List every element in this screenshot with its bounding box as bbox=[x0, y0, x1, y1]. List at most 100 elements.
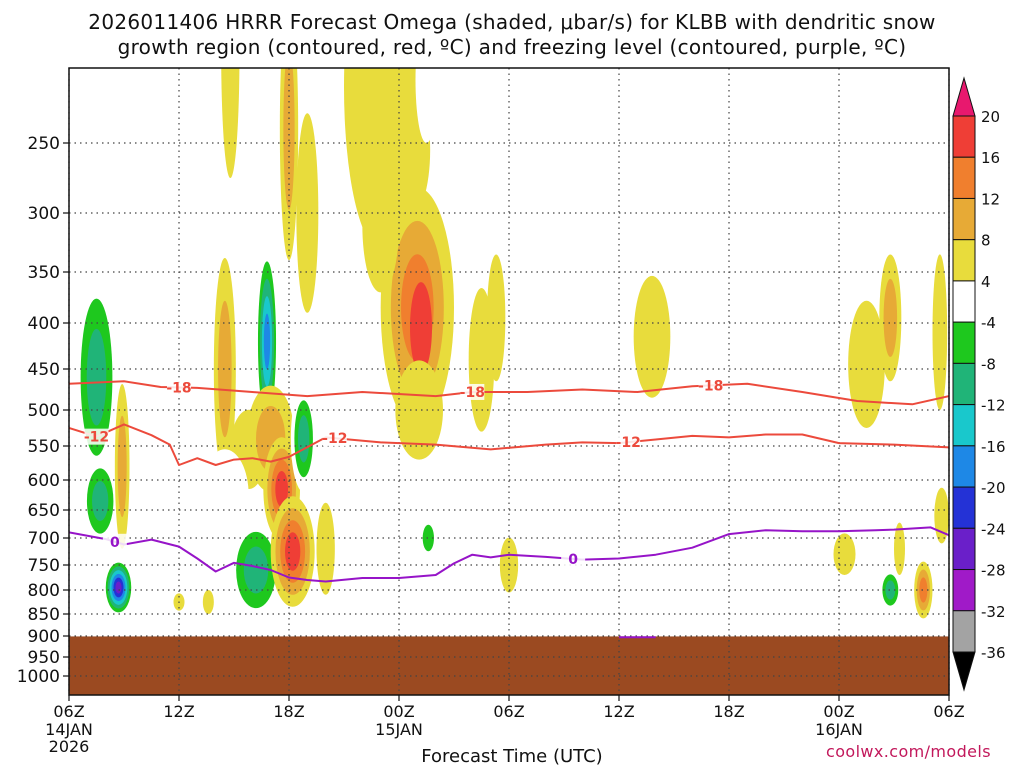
colorbar-bin--32--28 bbox=[952, 569, 976, 612]
colorbar-bin-up-arrow bbox=[952, 76, 976, 117]
y-axis: 2503003504004505005506006507007508008509… bbox=[17, 134, 69, 687]
colorbar-bin-8-12 bbox=[952, 197, 976, 241]
contour-label-bg-0-2 bbox=[698, 377, 723, 394]
contour-label-bg-1-2 bbox=[616, 434, 641, 451]
omega-cell-35-level--4 bbox=[488, 68, 497, 157]
colorbar-bin--16--12 bbox=[952, 404, 976, 447]
colorbar-label-4: 4 bbox=[981, 273, 991, 291]
contour-label-bg-0-0 bbox=[167, 379, 191, 396]
contour-label-0-1: -18 bbox=[460, 385, 485, 401]
omega-cell-40-level-4 bbox=[932, 254, 948, 410]
colorbar-label--12: -12 bbox=[981, 397, 1006, 415]
x-tick-label-18: 00Z bbox=[383, 702, 414, 721]
omega-cell-43-level--4 bbox=[842, 595, 850, 609]
gridlines bbox=[68, 68, 950, 695]
y-tick-label-800: 800 bbox=[28, 581, 60, 601]
omega-cell-27-level-4 bbox=[362, 157, 399, 293]
omega-cell-14-level--20 bbox=[263, 313, 271, 370]
omega-cell-8-level-4 bbox=[221, 68, 240, 178]
contour-line-2 bbox=[69, 526, 949, 583]
colorbar-bin--8--4 bbox=[952, 321, 976, 364]
omega-cell-37-level-4 bbox=[633, 275, 671, 398]
colorbar-label--20: -20 bbox=[981, 479, 1006, 497]
omega-cell-22-level--4 bbox=[329, 254, 352, 382]
omega-cell-2-level--28 bbox=[115, 581, 122, 594]
colorbar-bin-4-8 bbox=[952, 239, 976, 282]
x-axis-label: Forecast Time (UTC) bbox=[421, 746, 603, 767]
omega-cell-21-level-4 bbox=[316, 502, 335, 595]
x-tick-label-6: 12Z bbox=[163, 702, 194, 721]
omega-cell-18-level-8 bbox=[283, 68, 295, 210]
omega-cell-12-level--12 bbox=[243, 546, 269, 594]
x-tick-year-0: 2026 bbox=[49, 737, 90, 756]
colorbar-bin--20--16 bbox=[952, 445, 976, 488]
colorbar-bin--24--20 bbox=[952, 486, 976, 529]
x-tick-date-18: 15JAN bbox=[375, 720, 423, 739]
contour-line-1 bbox=[69, 423, 949, 466]
x-tick-label-24: 06Z bbox=[493, 702, 524, 721]
x-tick-date-42: 16JAN bbox=[815, 720, 863, 739]
omega-cell-31-level--8 bbox=[422, 524, 434, 552]
omega-cell-5-level--4 bbox=[157, 477, 165, 513]
y-tick-label-500: 500 bbox=[28, 401, 60, 421]
contour-label-bg-0-1 bbox=[460, 383, 485, 400]
y-tick-label-900: 900 bbox=[28, 627, 60, 647]
omega-cell-17-level-16 bbox=[285, 532, 301, 571]
contour-label-1-2: -12 bbox=[616, 435, 641, 451]
contour-line-0 bbox=[69, 380, 949, 406]
contour-label-bg-1-1 bbox=[322, 430, 347, 447]
colorbar-label--4: -4 bbox=[981, 314, 996, 332]
colorbar-bin--12--8 bbox=[952, 362, 976, 406]
omega-cell-20-level--12 bbox=[297, 415, 310, 463]
omega-shading bbox=[74, 68, 949, 623]
colorbar-bin-16-20 bbox=[952, 115, 976, 158]
colorbar-legend: 20 16 12 8 4 -4 -8 -12 -16 -20 -24 -28 -32 -36 bbox=[952, 76, 1006, 692]
colorbar-label-16: 16 bbox=[981, 149, 1000, 167]
chart-title-line-1: 2026011406 HRRR Forecast Omega (shaded, … bbox=[88, 10, 936, 34]
y-tick-label-750: 750 bbox=[28, 556, 60, 576]
colorbar-bin-down-arrow bbox=[952, 651, 976, 692]
omega-cell-11-level--4 bbox=[201, 449, 249, 541]
y-tick-label-600: 600 bbox=[28, 471, 60, 491]
colorbar-label-8: 8 bbox=[981, 232, 991, 250]
colorbar-label--28: -28 bbox=[981, 562, 1006, 580]
omega-cell-28-level--4 bbox=[415, 68, 438, 143]
y-tick-label-850: 850 bbox=[28, 605, 60, 625]
x-tick-date-0: 14JAN bbox=[45, 720, 93, 739]
contour-label-1-1: -12 bbox=[322, 431, 347, 447]
omega-cell-3-level-8 bbox=[117, 415, 127, 518]
colorbar-bin-12-16 bbox=[952, 156, 976, 199]
y-tick-label-300: 300 bbox=[28, 204, 60, 224]
omega-cell-4-level--4 bbox=[168, 68, 190, 143]
omega-cell-44-level--12 bbox=[885, 580, 896, 600]
omega-cell-1-level--12 bbox=[92, 480, 109, 522]
colorbar-label--8: -8 bbox=[981, 355, 996, 373]
colorbar-label--24: -24 bbox=[981, 520, 1006, 538]
x-tick-label-36: 18Z bbox=[713, 702, 744, 721]
omega-cell-19-level-4 bbox=[296, 113, 319, 313]
omega-cell-25-level-16 bbox=[410, 282, 432, 374]
omega-cell-7-level-4 bbox=[202, 590, 214, 614]
colorbar-label--16: -16 bbox=[981, 438, 1006, 456]
y-tick-label-400: 400 bbox=[28, 314, 60, 334]
y-tick-label-950: 950 bbox=[28, 648, 60, 668]
omega-cell-36-level--4 bbox=[523, 560, 531, 595]
source-credit: coolwx.com/models bbox=[826, 742, 991, 761]
x-tick-label-42: 00Z bbox=[823, 702, 854, 721]
colorbar-label--32: -32 bbox=[981, 603, 1006, 621]
ground-terrain bbox=[69, 636, 949, 695]
omega-cell-33-level-4 bbox=[487, 254, 506, 382]
contour-label-2-1: 0 bbox=[568, 552, 578, 568]
omega-cell-9-level-8 bbox=[218, 300, 232, 438]
y-tick-label-550: 550 bbox=[28, 437, 60, 457]
y-tick-label-450: 450 bbox=[28, 360, 60, 380]
contour-label-0-0: -18 bbox=[166, 380, 191, 396]
omega-cell-46-level-12 bbox=[919, 577, 928, 603]
chart-title-line-2: growth region (contoured, red, ºC) and f… bbox=[117, 35, 907, 59]
contour-lines: -18 -18 -18 -12 -12 -12 0 0 bbox=[69, 377, 949, 639]
x-tick-label-48: 06Z bbox=[933, 702, 964, 721]
y-tick-label-250: 250 bbox=[28, 134, 60, 154]
omega-cell-42-level-4 bbox=[833, 533, 856, 575]
